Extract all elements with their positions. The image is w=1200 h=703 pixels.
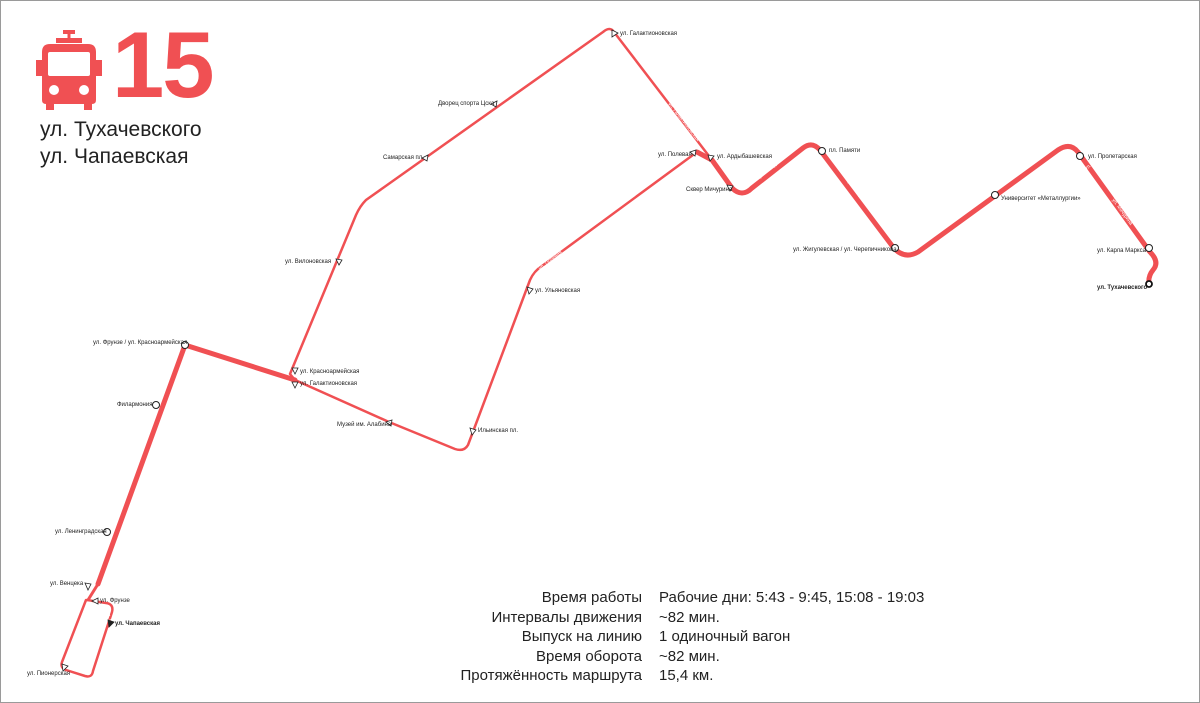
- stop-arrow: [421, 154, 429, 162]
- stop-label: Филармония: [117, 402, 152, 408]
- info-label: Выпуск на линию: [521, 628, 642, 645]
- stop-label: ул. Галактионовская: [620, 31, 677, 37]
- street-label: ул. Галактионовская: [666, 102, 700, 143]
- stop-label: ул. Ульяновская: [535, 288, 580, 294]
- terminal-end: ул. Чапаевская: [40, 145, 189, 168]
- stop-label: ул. Фрунзе: [100, 598, 131, 604]
- info-label: Время оборота: [536, 647, 642, 665]
- stop-label: ул. Пионерская: [27, 671, 70, 677]
- street-label: ул. Галактионовская: [104, 611, 126, 658]
- stop-label: пл. Памяти: [829, 148, 860, 154]
- stop-arrow: [91, 597, 99, 605]
- stop-circle: [181, 341, 189, 349]
- stop-label: ул. Чапаевская: [115, 621, 160, 627]
- stop-arrow: [291, 381, 299, 389]
- stop-arrow: [385, 419, 393, 427]
- street-labels: ул. Галактионовская ул. Красноармейская …: [86, 102, 1133, 665]
- stop-arrow: [469, 427, 477, 436]
- terminal-start: ул. Тухачевского: [40, 118, 202, 141]
- street-label: ул. Мичурина: [1084, 149, 1113, 172]
- stop-circle: [991, 191, 999, 199]
- stop-arrow: [107, 619, 115, 628]
- stop-label: Ильинская пл.: [478, 428, 518, 434]
- stop-arrow: [84, 582, 92, 591]
- stop-label: Сквер Мичурина: [686, 187, 733, 193]
- info-value: 1 одиночный вагон: [659, 628, 791, 645]
- stop-circle: [1076, 152, 1084, 160]
- stop-label: ул. Венцека: [50, 581, 84, 587]
- stop-label: ул. Тухачевского: [1097, 285, 1147, 291]
- route-line: [60, 27, 1159, 678]
- stop-arrow: [335, 258, 343, 266]
- info-row: Время работы Рабочие дни: 5:43 - 9:45, 1…: [400, 588, 1000, 608]
- stop-label: ул. Ардыбашевская: [717, 154, 772, 160]
- stop-label: ул. Фрунзе / ул. Красноармейская: [93, 339, 187, 346]
- street-label: ул. Мичурина: [1110, 198, 1133, 227]
- route-info: Время работы Рабочие дни: 5:43 - 9:45, 1…: [400, 588, 1000, 686]
- info-value: 15,4 км.: [659, 667, 714, 684]
- info-value: ~82 мин.: [659, 647, 720, 665]
- info-label: Интервалы движения: [491, 608, 642, 626]
- stop-circle: [891, 244, 899, 252]
- stop-label: ул. Ленинградская: [55, 529, 107, 535]
- stop-circle: [152, 401, 160, 409]
- stop-arrow: [61, 663, 69, 672]
- stop-label: ул. Галактионовская: [300, 381, 357, 387]
- stop-circle: [818, 147, 826, 155]
- stop-label: ул. Жигулевская / ул. Черепичникова: [793, 247, 897, 253]
- stop-arrow: [490, 100, 498, 108]
- stop-label: ул. Вилоновская: [285, 259, 331, 265]
- stop-label: ул. Полевая: [658, 152, 692, 158]
- stop-label: Музей им. Алабина: [337, 421, 392, 428]
- street-label: ул. Фрунзе: [114, 460, 128, 486]
- stop-label: Университет «Металлургии»: [1001, 196, 1081, 202]
- stop-arrow: [611, 29, 619, 38]
- tram-icon: [36, 30, 102, 110]
- stop-circle-terminal: [1145, 280, 1153, 288]
- stop-label: ул. Красноармейская: [300, 368, 359, 375]
- route-number: 15: [112, 12, 215, 117]
- info-value: ~82 мин.: [659, 608, 720, 626]
- info-label: Время работы: [541, 589, 642, 606]
- info-row: Время оборота ~82 мин.: [400, 647, 1000, 667]
- street-label: ул. Полевая: [538, 249, 564, 271]
- street-label: ул. Галактионовская: [358, 167, 399, 201]
- info-row: Протяжённость маршрута 15,4 км.: [400, 666, 1000, 686]
- stop-arrow: [291, 367, 299, 375]
- stop-label: ул. Карла Маркса: [1097, 248, 1147, 254]
- stop-circle: [1145, 244, 1153, 252]
- stop-arrow: [526, 286, 534, 295]
- info-row: Интервалы движения ~82 мин.: [400, 608, 1000, 628]
- stop-arrow: [726, 184, 734, 192]
- stop-arrow: [707, 154, 715, 162]
- stop-arrow: [689, 149, 697, 157]
- stop-label: Самарская пл.: [383, 155, 424, 161]
- info-value: Рабочие дни: 5:43 - 9:45, 15:08 - 19:03: [659, 589, 925, 606]
- info-label: Протяжённость маршрута: [460, 667, 642, 684]
- stops: ул. Галактионовская Дворец спорта Цска С…: [27, 29, 1153, 677]
- info-row: Выпуск на линию 1 одиночный вагон: [400, 627, 1000, 647]
- stop-circle: [103, 528, 111, 536]
- stop-label: Дворец спорта Цска: [438, 101, 495, 107]
- stop-label: ул. Пролетарская: [1088, 154, 1137, 160]
